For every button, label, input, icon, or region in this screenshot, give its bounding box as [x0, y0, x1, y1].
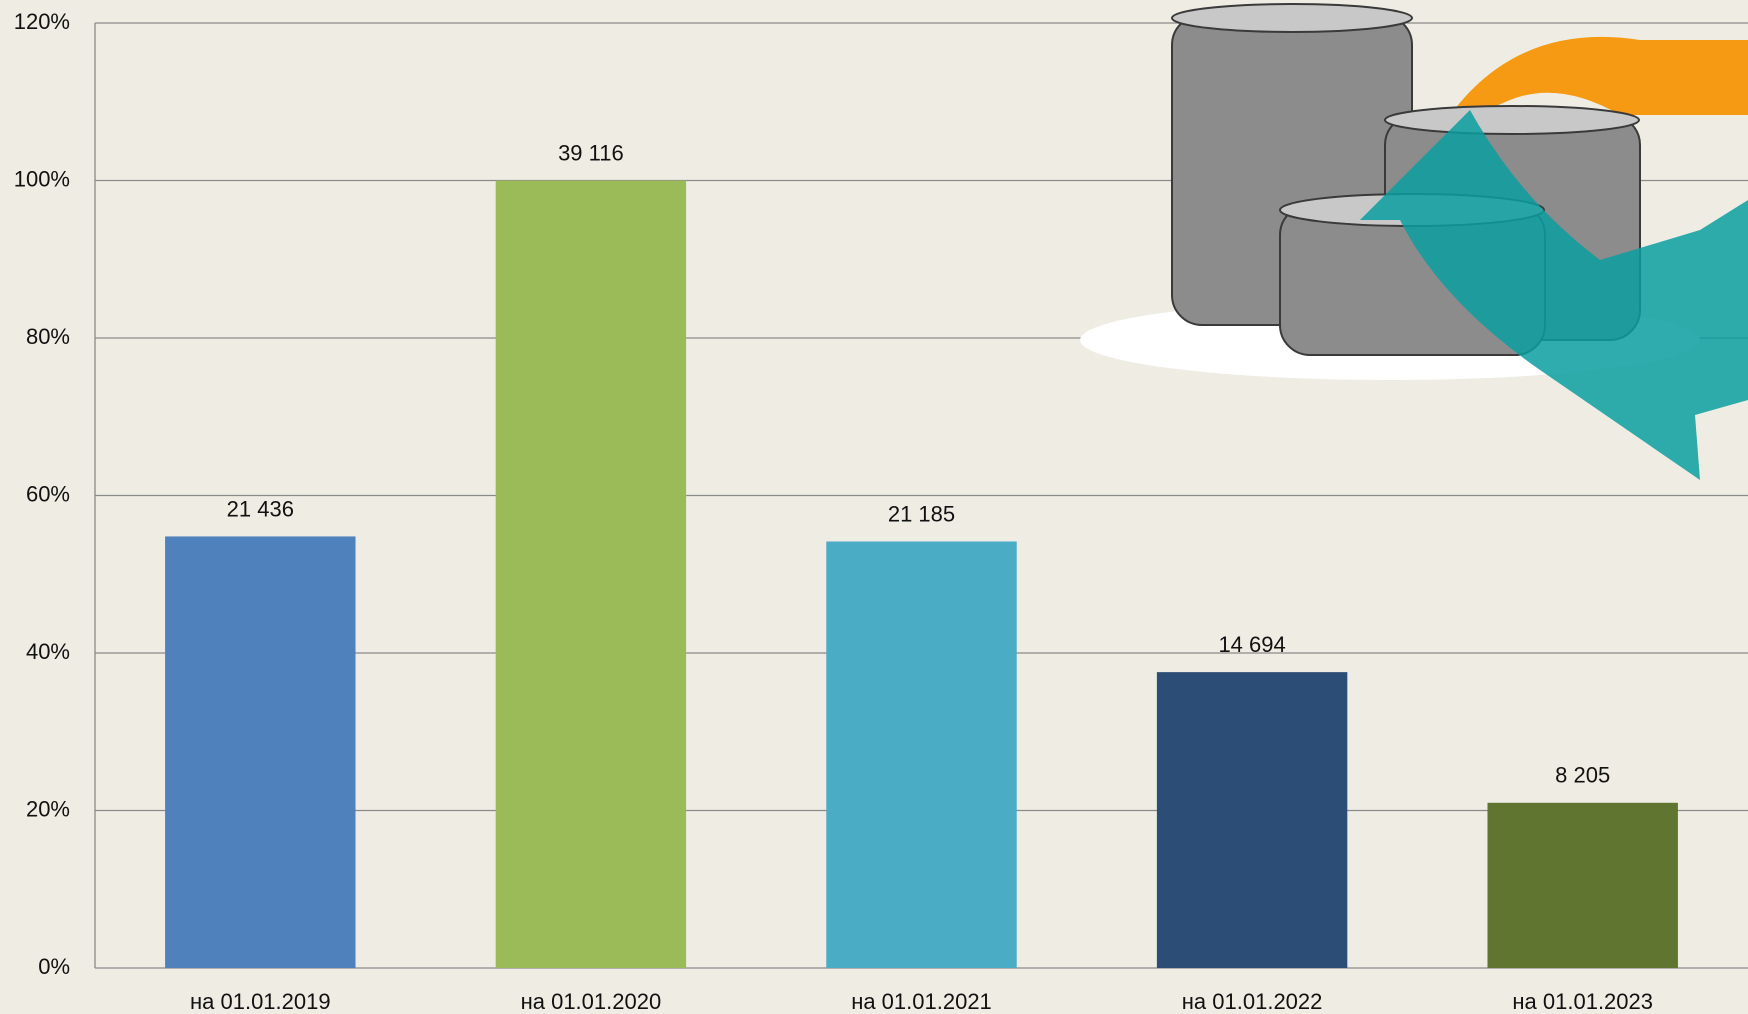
- x-tick-label: на 01.01.2019: [190, 989, 331, 1014]
- y-tick-label: 120%: [14, 9, 70, 34]
- y-tick-label: 20%: [26, 796, 70, 821]
- value-label: 14 694: [1218, 632, 1285, 657]
- bar: [1156, 672, 1348, 968]
- y-tick-label: 100%: [14, 166, 70, 191]
- coin-top: [1384, 105, 1640, 135]
- coin-top: [1171, 3, 1413, 33]
- bar: [165, 536, 356, 968]
- y-tick-label: 40%: [26, 639, 70, 664]
- value-label: 21 185: [888, 501, 955, 526]
- value-label: 21 436: [227, 496, 294, 521]
- x-tick-label: на 01.01.2023: [1512, 989, 1653, 1014]
- y-tick-label: 60%: [26, 481, 70, 506]
- arrow-orange: [1440, 36, 1748, 130]
- coins-illustration: [1080, 3, 1748, 480]
- x-tick-label: на 01.01.2021: [851, 989, 992, 1014]
- bar: [826, 541, 1017, 968]
- y-tick-label: 0%: [38, 954, 70, 979]
- bar: [495, 180, 687, 968]
- bar: [1487, 802, 1678, 968]
- arrow-teal: [1360, 110, 1748, 480]
- value-label: 39 116: [558, 140, 624, 165]
- x-tick-label: на 01.01.2020: [521, 989, 662, 1014]
- y-tick-label: 80%: [26, 324, 70, 349]
- x-tick-label: на 01.01.2022: [1182, 989, 1323, 1014]
- value-label: 8 205: [1555, 763, 1610, 788]
